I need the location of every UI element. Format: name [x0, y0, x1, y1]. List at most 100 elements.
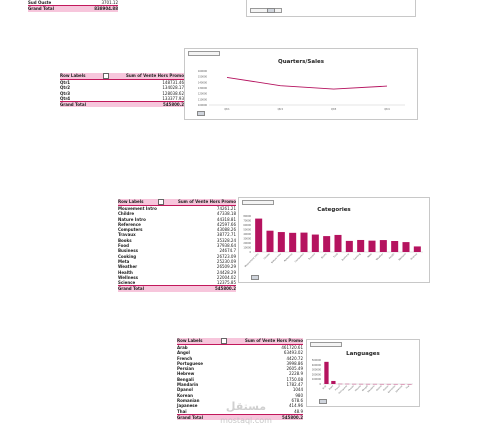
header-filter-icon[interactable] — [102, 73, 109, 79]
row-value: 48.9 — [294, 408, 303, 414]
row-value: 47338.18 — [216, 211, 236, 217]
field-button[interactable] — [242, 200, 274, 205]
field-button[interactable] — [310, 342, 342, 347]
row-label: Food — [118, 243, 129, 249]
y-tick-label: 120000 — [198, 93, 208, 96]
row-value: 26723.09 — [216, 253, 236, 259]
filter-button[interactable] — [267, 8, 275, 13]
bar — [255, 218, 263, 252]
row-value: 44318.81 — [216, 216, 236, 222]
bar — [345, 240, 353, 252]
row-label: Weather — [118, 264, 138, 270]
row-label: Childre — [118, 211, 135, 217]
chart-quarters: Quarters/Sales 160000 150000 140000 130000 1… — [184, 48, 418, 120]
row-value: 22004.02 — [216, 274, 236, 280]
pivot-table-languages: Row Labels Sum of Vente Hors Promo Arab 4… — [177, 338, 303, 421]
x-tick-label: Qtr4 — [384, 108, 390, 111]
row-label: Thai — [177, 408, 187, 414]
grand-total-row: Grand Total 838904.88 — [28, 5, 118, 12]
x-tick-label: Mouvement Intro — [244, 252, 260, 268]
row-value: 980 — [295, 392, 303, 398]
y-tick-label: 80000 — [243, 215, 251, 218]
table-row: Reference 42597.66 — [118, 222, 236, 227]
header-filter-icon[interactable] — [220, 338, 227, 344]
y-tick-label: 130000 — [198, 87, 208, 90]
row-label: Books — [118, 237, 132, 243]
y-tick-label: 30000 — [243, 238, 251, 241]
header-filter-icon[interactable] — [157, 199, 164, 205]
row-label: Dpanol — [177, 387, 193, 393]
row-value: 2228.9 — [289, 371, 303, 377]
table-row: Food 37938.64 — [118, 243, 236, 248]
chart-title: Categories — [317, 207, 351, 213]
table-row: Romanian 678.6 — [177, 398, 303, 403]
x-tick-label: Qtr2 — [278, 108, 284, 111]
y-tick-label: 400000 — [312, 364, 322, 367]
row-value: 1782.47 — [286, 382, 303, 388]
table-header: Row Labels Sum of Vente Hors Promo — [118, 199, 236, 206]
table-row: Sud Ouste 3701.12 — [28, 0, 118, 5]
row-label: Romanian — [177, 397, 200, 403]
row-value: 26509.29 — [216, 264, 236, 270]
table-row: Japanese 414.96 — [177, 403, 303, 408]
grand-total-row: Grand Total 545800.2 — [177, 413, 303, 421]
x-tick-label: Travaux — [308, 252, 317, 261]
row-value: 461720.61 — [281, 345, 303, 350]
filter-button[interactable] — [319, 399, 327, 404]
x-tick-label: Health — [388, 252, 396, 260]
bar — [357, 239, 365, 252]
row-value: 4420.72 — [286, 355, 303, 361]
table-row: Science 12375.85 — [118, 280, 236, 285]
table-row: Computers 43088.26 — [118, 227, 236, 232]
table-row: Cooking 26723.09 — [118, 254, 236, 259]
x-tick-label: Weather — [375, 253, 384, 262]
row-label: Qtr1 — [60, 80, 71, 85]
x-tick-label: Portuguese — [338, 384, 349, 395]
table-row: Bengali 1750.08 — [177, 377, 303, 382]
table-row: Portuguese 3998.86 — [177, 361, 303, 366]
y-tick-label: 140000 — [198, 81, 208, 84]
y-tick-label: 150000 — [198, 76, 208, 79]
table-row: Qtr3 128038.62 — [60, 91, 184, 96]
row-label: Angol — [177, 350, 190, 356]
row-label: Qtr2 — [60, 85, 71, 91]
row-label: Computers — [118, 227, 143, 233]
field-button[interactable] — [188, 51, 220, 56]
y-tick-label: 0 — [249, 251, 251, 254]
row-value: 38772.71 — [216, 232, 236, 238]
row-label: Korean — [177, 392, 194, 398]
pivot-table-top: Sud Ouste 3701.12 Grand Total 838904.88 — [28, 0, 118, 12]
table-row: Childre 47338.18 — [118, 211, 236, 216]
filter-button[interactable] — [251, 275, 259, 280]
row-label: Arab — [177, 345, 188, 350]
chart-categories: Categories 80000 70000 60000 50000 40000 3000… — [238, 197, 430, 283]
y-tick-label: 500000 — [312, 359, 322, 362]
row-label: French — [177, 355, 193, 361]
row-value: 1044 — [292, 387, 303, 393]
y-tick-label: 160000 — [198, 70, 208, 73]
row-label: Japanese — [177, 403, 198, 409]
grand-total-row: Grand Total 545800.2 — [60, 101, 184, 108]
x-tick-label: Qtr1 — [224, 108, 230, 111]
x-tick-label: Business — [341, 252, 351, 262]
pivot-table-categories: Row Labels Sum of Vente Hors Promo Mouve… — [118, 199, 236, 292]
table-row: Qtr2 134028.17 — [60, 85, 184, 90]
table-header: Row Labels Sum of Vente Hors Promo — [177, 338, 303, 345]
row-value: 37938.64 — [216, 243, 236, 249]
row-value: 3998.86 — [286, 360, 303, 366]
bar — [402, 242, 410, 252]
table-row: Qtr1 148731.46 — [60, 80, 184, 85]
bar — [379, 240, 387, 252]
table-header: Row Labels Sum of Vente Hors Promo — [60, 73, 184, 80]
x-tick-label: Dpanol — [376, 385, 383, 392]
x-tick-label: Wellness — [398, 252, 408, 262]
row-label: Business — [118, 248, 138, 254]
bar — [311, 234, 319, 252]
table-row: Wellness 22004.02 — [118, 275, 236, 280]
x-tick-label: Mandarin — [367, 384, 376, 393]
filter-button[interactable] — [197, 111, 205, 116]
x-tick-label: Korean — [382, 384, 390, 392]
table-row: Persian 2605.49 — [177, 366, 303, 371]
field-button[interactable] — [250, 8, 282, 13]
